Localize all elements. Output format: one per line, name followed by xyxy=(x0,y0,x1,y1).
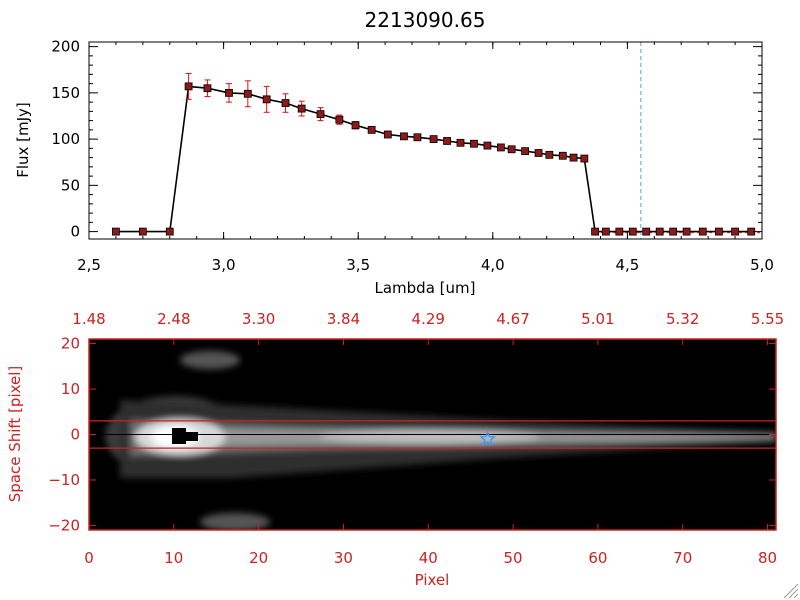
x-tick-label: 4,0 xyxy=(481,256,505,274)
data-point xyxy=(642,227,651,236)
pixel-axis-label: Pixel xyxy=(415,571,450,589)
x-tick-label: 4,5 xyxy=(615,256,639,274)
wavelength-tick-label: 5.01 xyxy=(581,310,614,328)
data-point xyxy=(243,89,252,98)
space-shift-axis-ticks: −20 −10 0 10 20 xyxy=(48,335,776,534)
pixel-tick-label: 50 xyxy=(504,549,523,567)
space-shift-tick-label: 0 xyxy=(70,426,80,444)
image-overlays xyxy=(89,420,776,449)
star-marker-icon xyxy=(479,430,496,447)
data-point xyxy=(281,99,290,107)
y-tick-label: 150 xyxy=(51,84,80,102)
space-shift-axis-label: Space Shift [pixel] xyxy=(6,366,24,503)
data-point xyxy=(558,151,567,160)
data-point xyxy=(580,154,589,163)
data-point xyxy=(297,104,306,113)
data-point xyxy=(351,121,360,130)
saturated-pixel xyxy=(186,432,198,441)
data-point xyxy=(165,227,174,236)
data-point xyxy=(316,110,325,119)
y-tick-label: 0 xyxy=(70,223,80,241)
wavelength-tick-label: 3.30 xyxy=(242,310,275,328)
space-shift-tick-label: 20 xyxy=(61,335,80,353)
data-point xyxy=(507,145,516,154)
space-shift-tick-label: −20 xyxy=(48,516,80,534)
data-point xyxy=(569,153,578,162)
pixel-tick-label: 70 xyxy=(673,549,692,567)
wavelength-tick-label: 4.29 xyxy=(412,310,445,328)
x-axis-ticks: 2,5 3,0 3,5 4,0 4,5 5,0 xyxy=(77,42,774,274)
data-point xyxy=(383,130,392,139)
data-point xyxy=(601,227,610,236)
data-point xyxy=(335,115,344,124)
data-point xyxy=(203,84,212,93)
data-point xyxy=(367,125,376,134)
data-point xyxy=(731,227,739,236)
y-tick-label: 100 xyxy=(51,130,80,148)
pixel-tick-label: 30 xyxy=(334,549,353,567)
data-point xyxy=(443,137,451,145)
plot-frame xyxy=(88,41,763,240)
chart-title: 2213090.65 xyxy=(365,8,486,32)
data-point xyxy=(591,227,599,236)
data-point xyxy=(225,88,233,97)
data-point xyxy=(470,139,478,148)
space-shift-tick-label: 10 xyxy=(61,380,80,398)
pixel-tick-label: 80 xyxy=(758,549,777,567)
y-axis-ticks: 0 50 100 150 200 xyxy=(51,38,762,241)
wavelength-tick-label: 2.48 xyxy=(157,310,190,328)
data-point xyxy=(655,227,664,236)
spectrum-image-panel: 0 10 20 30 40 50 60 70 80 1.48 2.48 3.30 3.84 4.29 4.… xyxy=(6,310,784,589)
data-point xyxy=(545,150,554,159)
x-tick-label: 2,5 xyxy=(77,256,101,274)
data-point xyxy=(615,227,624,236)
wavelength-tick-label: 4.67 xyxy=(496,310,529,328)
pixel-tick-label: 20 xyxy=(249,549,268,567)
data-point xyxy=(628,227,637,236)
spectrum-chart: 2213090.65 2,5 3,0 3,5 4,0 4,5 5,0 0501001502… xyxy=(14,8,774,297)
data-point xyxy=(521,147,530,156)
data-point xyxy=(534,149,543,157)
data-point xyxy=(496,143,505,152)
data-point xyxy=(698,227,707,236)
x-axis-label: Lambda [um] xyxy=(375,279,476,297)
data-point xyxy=(262,95,271,104)
data-point xyxy=(112,227,120,236)
wavelength-top-axis-ticks: 1.48 2.48 3.30 3.84 4.29 4.67 5.01 5.32 5.55 xyxy=(72,310,784,345)
data-point xyxy=(429,135,438,144)
flux-series xyxy=(112,72,762,236)
x-tick-label: 5,0 xyxy=(750,256,774,274)
data-point xyxy=(138,227,147,236)
wavelength-tick-label: 5.55 xyxy=(751,310,784,328)
data-point xyxy=(456,138,465,147)
pixel-tick-label: 40 xyxy=(419,549,438,567)
wavelength-tick-label: 5.32 xyxy=(666,310,699,328)
data-point xyxy=(483,141,492,150)
pixel-tick-label: 60 xyxy=(588,549,607,567)
data-point xyxy=(715,227,723,236)
wavelength-tick-label: 3.84 xyxy=(327,310,360,328)
pixel-axis-ticks: 0 10 20 30 40 50 60 70 80 xyxy=(84,524,777,567)
wavelength-tick-label: 1.48 xyxy=(72,310,105,328)
x-tick-label: 3,5 xyxy=(346,256,370,274)
saturated-pixel xyxy=(172,428,186,444)
data-point xyxy=(682,227,691,236)
data-point xyxy=(669,227,678,236)
y-tick-label: 50 xyxy=(61,176,80,194)
x-tick-label: 3,0 xyxy=(212,256,236,274)
y-axis-label: Flux [mJy] xyxy=(14,102,32,178)
flux-line xyxy=(115,85,752,233)
space-shift-tick-label: −10 xyxy=(48,471,80,489)
data-point xyxy=(184,82,193,91)
resize-grip-icon[interactable] xyxy=(783,583,799,599)
y-tick-label: 200 xyxy=(51,38,80,56)
pixel-tick-label: 0 xyxy=(84,549,94,567)
pixel-tick-label: 10 xyxy=(164,549,183,567)
data-point xyxy=(400,132,408,141)
data-point xyxy=(413,133,422,142)
